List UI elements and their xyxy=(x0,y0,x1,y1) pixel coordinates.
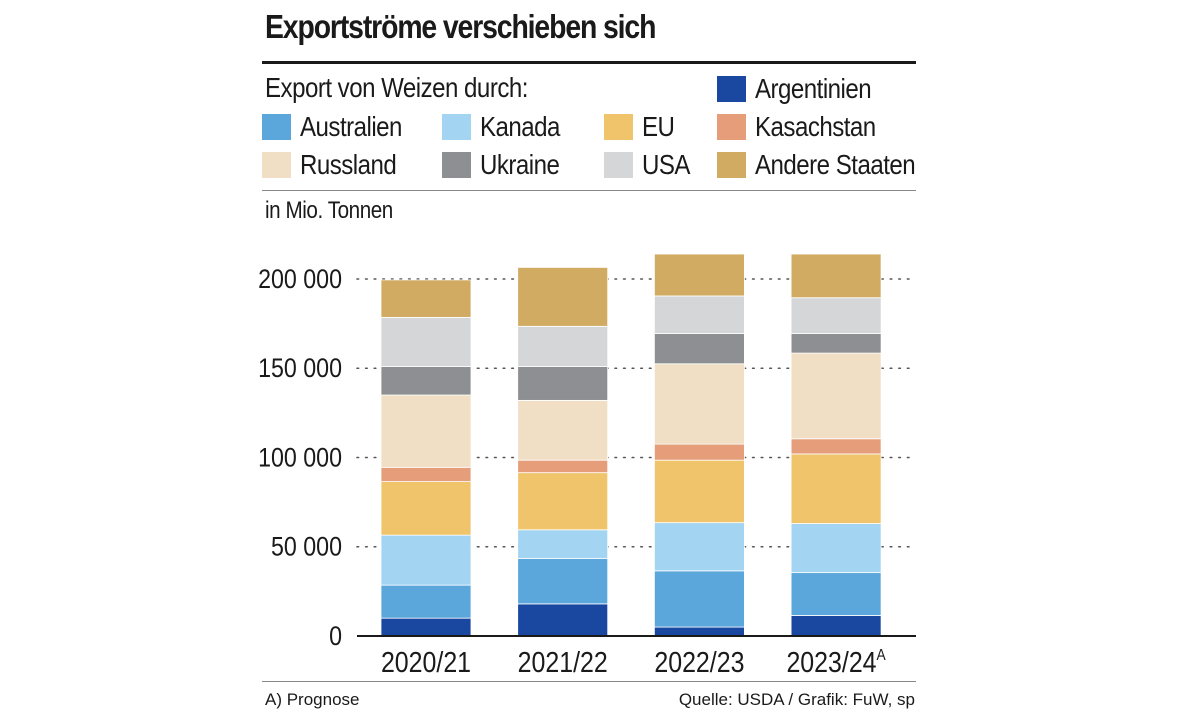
bar-segment xyxy=(517,603,609,637)
legend-label: Argentinien xyxy=(755,73,872,104)
x-tick-label: 2021/22 xyxy=(518,646,608,678)
legend-item-russland: Russland xyxy=(262,149,412,181)
legend-swatch xyxy=(604,114,633,140)
bar-segment xyxy=(380,617,472,637)
bar-segment xyxy=(790,453,882,524)
bar-segment xyxy=(517,459,609,474)
legend-item-eu: EU xyxy=(604,111,680,143)
y-tick-label: 50 000 xyxy=(271,532,342,562)
legend-swatch xyxy=(262,152,291,178)
y-tick-label: 150 000 xyxy=(258,354,342,384)
legend-label: EU xyxy=(642,111,675,142)
legend-heading: Export von Weizen durch: xyxy=(265,72,528,103)
bar-segment xyxy=(517,399,609,461)
legend-swatch xyxy=(717,114,746,140)
bar-segment xyxy=(517,366,609,401)
bar-segment xyxy=(380,534,472,586)
bar-segment xyxy=(380,481,472,536)
bar-segment xyxy=(790,523,882,574)
legend-swatch xyxy=(717,152,746,178)
legend-swatch xyxy=(442,152,471,178)
legend-item-usa: USA xyxy=(604,149,698,181)
legend-swatch xyxy=(604,152,633,178)
legend-swatch xyxy=(262,114,291,140)
bar-segment xyxy=(380,394,472,468)
x-tick-label: 2023/24A xyxy=(786,646,885,678)
legend-item-australien: Australien xyxy=(262,111,419,143)
legend-label: Kasachstan xyxy=(755,111,876,142)
legend-swatch xyxy=(717,76,746,102)
footer-rule xyxy=(262,681,916,682)
y-tick-label: 0 xyxy=(329,621,342,651)
bar-segment xyxy=(654,253,745,297)
bar-segment xyxy=(654,522,745,572)
bar-segment xyxy=(654,363,745,445)
legend-swatch xyxy=(442,114,471,140)
chart-title: Exportströme verschieben sich xyxy=(265,8,656,45)
legend-rule xyxy=(262,190,916,191)
bar-segment xyxy=(654,333,745,365)
bar-segment xyxy=(380,316,472,367)
legend-label: Kanada xyxy=(480,111,560,142)
unit-label: in Mio. Tonnen xyxy=(265,197,393,224)
bar-segment xyxy=(790,438,882,455)
legend-label: Ukraine xyxy=(480,149,560,180)
footnote-marker: A xyxy=(877,646,886,664)
legend-item-andere-staaten: Andere Staaten xyxy=(717,149,941,181)
legend-item-kasachstan: Kasachstan xyxy=(717,111,895,143)
bar-segment xyxy=(517,325,609,367)
source-credit: Quelle: USDA / Grafik: FuW, sp xyxy=(678,690,915,709)
bar-segment xyxy=(654,295,745,334)
legend-label: Andere Staaten xyxy=(755,149,916,180)
bar-segment xyxy=(790,253,882,299)
bar-segment xyxy=(517,557,609,605)
bar-segment xyxy=(517,472,609,531)
legend-label: Australien xyxy=(300,111,402,142)
bar-segment xyxy=(380,366,472,396)
bar-segment xyxy=(654,443,745,461)
bar-segment xyxy=(654,626,745,637)
bar-segment xyxy=(380,584,472,619)
legend-item-ukraine: Ukraine xyxy=(442,149,572,181)
bar-segment xyxy=(380,466,472,482)
bar-segment xyxy=(654,570,745,628)
bar-segment xyxy=(790,572,882,616)
bar-segment xyxy=(790,297,882,334)
bar-segment xyxy=(654,459,745,524)
y-tick-label: 200 000 xyxy=(258,264,342,294)
x-tick-label: 2020/21 xyxy=(381,646,471,678)
bar-segment xyxy=(790,333,882,354)
bar-segment xyxy=(380,279,472,318)
bar-segment xyxy=(790,615,882,637)
legend-label: USA xyxy=(642,149,690,180)
legend-label: Russland xyxy=(300,149,397,180)
title-rule xyxy=(262,61,916,64)
legend-item-argentinien: Argentinien xyxy=(717,73,890,105)
footnote: A) Prognose xyxy=(265,690,360,709)
bar-segment xyxy=(517,529,609,559)
legend-item-kanada: Kanada xyxy=(442,111,573,143)
bar-segment xyxy=(517,266,609,327)
x-tick-label: 2022/23 xyxy=(654,646,744,678)
bar-segment xyxy=(790,352,882,440)
y-tick-label: 100 000 xyxy=(258,443,342,473)
